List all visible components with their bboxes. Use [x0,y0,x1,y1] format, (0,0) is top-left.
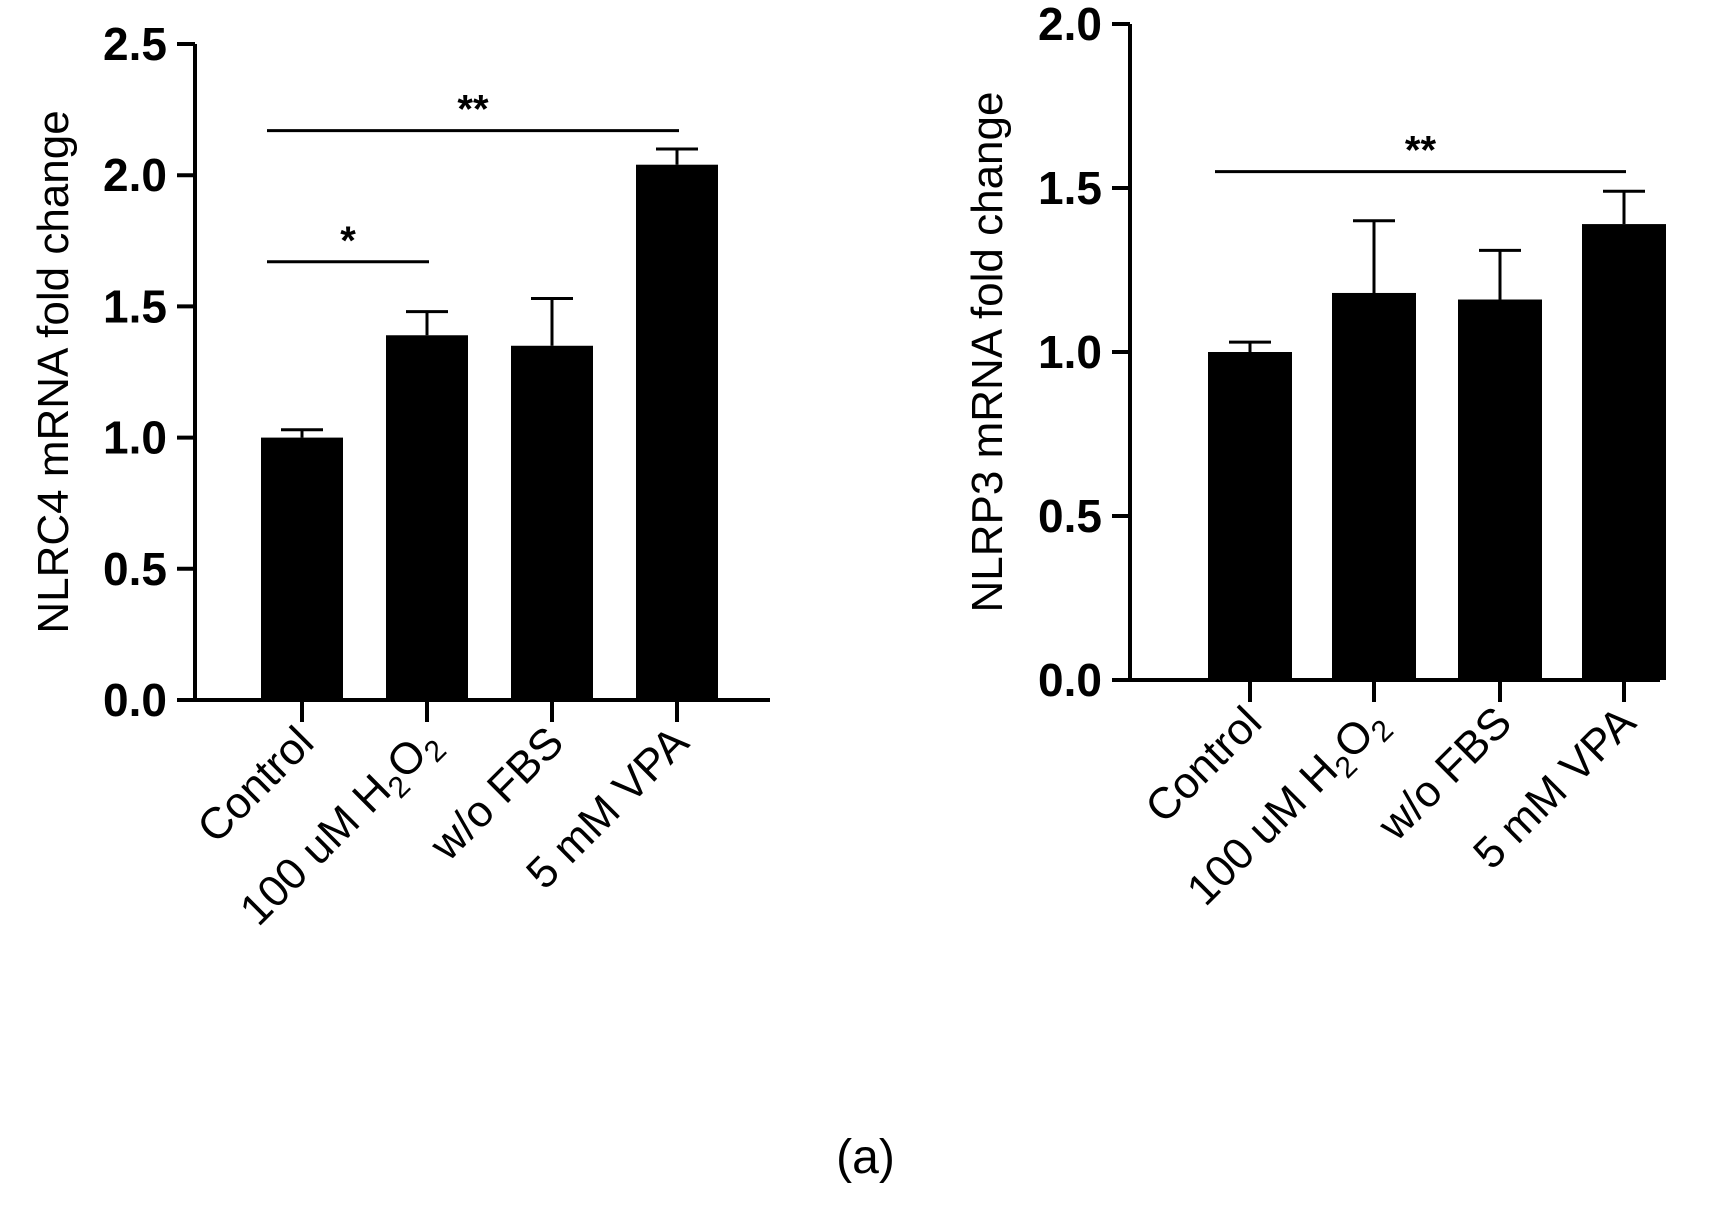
y-tick-label: 0.5 [1038,490,1102,542]
y-tick-label: 0.0 [1038,654,1102,706]
y-tick-label: 2.0 [103,149,167,201]
significance-label: ** [1405,129,1437,173]
y-tick-label: 2.0 [1038,0,1102,50]
y-tick-label: 1.5 [103,280,167,332]
significance-label: * [340,219,356,263]
bar-2 [1332,292,1416,680]
y-tick-label: 0.0 [103,674,167,726]
y-tick-label: 0.5 [103,543,167,595]
bar-1 [1208,352,1292,680]
y-tick-label: 1.0 [103,412,167,464]
bar-1 [261,437,343,700]
bar-4 [1582,224,1666,680]
chart-panel-1: 0.0 0.5 1.0 1.5 2.0 2.5 NLRC4 mRNA fold change… [29,18,770,935]
y-tick-label: 1.0 [1038,326,1102,378]
y-axis-label: NLRC4 mRNA fold change [29,110,78,633]
bar-2 [386,335,468,700]
bar-4 [636,164,718,701]
bar-3 [1458,299,1542,680]
y-axis-label: NLRP3 mRNA fold change [963,92,1012,613]
significance-label: ** [457,88,489,132]
figure-caption: (a) [836,1131,895,1184]
bar-3 [511,345,593,700]
y-tick-label: 2.5 [103,18,167,70]
y-tick-label: 1.5 [1038,162,1102,214]
